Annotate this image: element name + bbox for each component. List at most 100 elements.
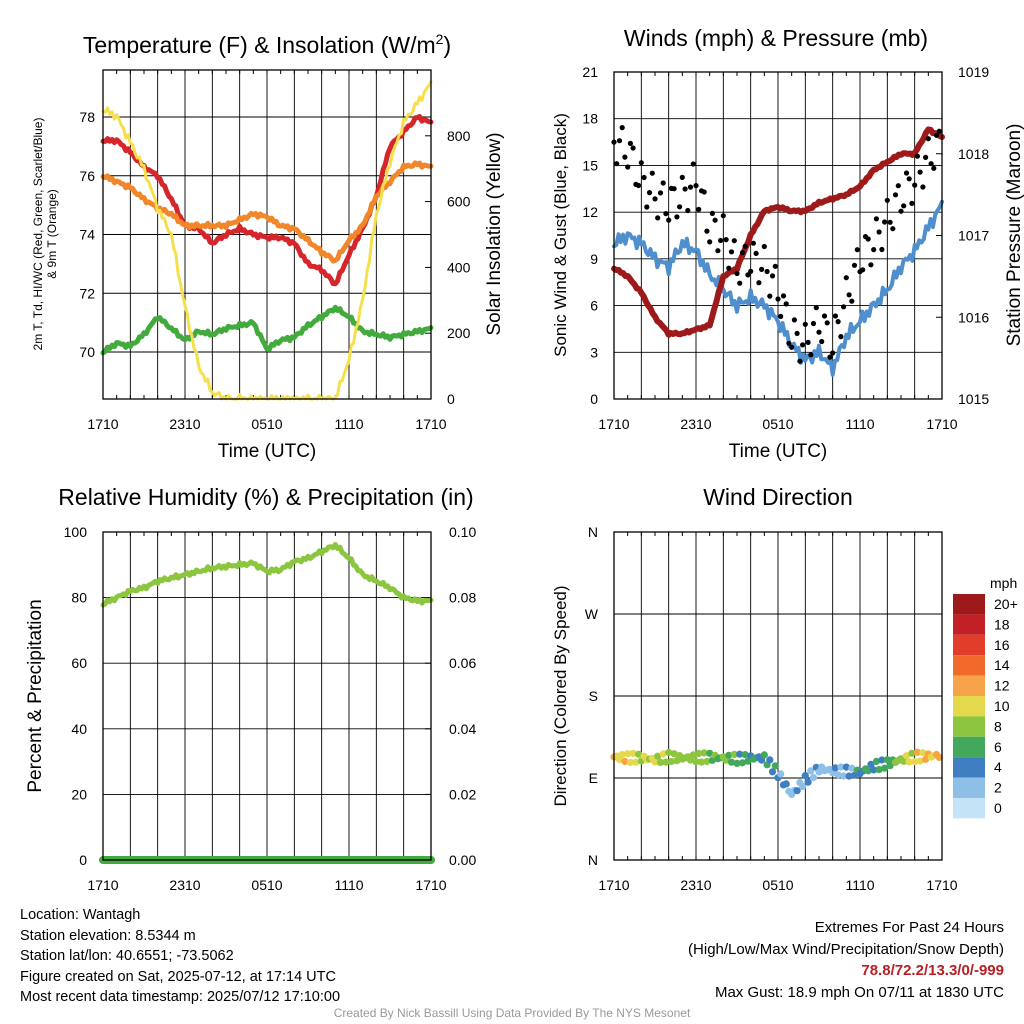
gust-point: [731, 238, 737, 244]
direction-point: [697, 758, 706, 766]
direction-point: [807, 767, 815, 775]
winds-panel: 0 3 6 9 12 15 18 21 1015 1016 1017 1018 1019 1710 2310…: [551, 25, 1024, 462]
gust-point: [813, 305, 819, 311]
direction-point: [799, 782, 807, 791]
gust-point: [764, 268, 770, 275]
direction-point: [635, 750, 643, 758]
gust-point: [619, 125, 625, 131]
gust-point: [723, 237, 729, 243]
direction-point: [654, 752, 662, 760]
y-tick-label: 40: [71, 721, 87, 737]
gust-point: [816, 329, 822, 335]
gust-point: [756, 280, 762, 286]
x-tick-label: 2310: [169, 877, 200, 893]
y2-tick-label: 0.08: [449, 590, 476, 606]
y2-tick-label: 200: [447, 325, 471, 341]
x-tick-label: 1110: [334, 877, 363, 893]
x-tick-label: 0510: [251, 877, 282, 893]
gust-point: [903, 170, 910, 176]
y-axis-label: Sonic Wind & Gust (Blue, Black): [551, 113, 570, 357]
gust-point: [761, 243, 767, 250]
latlon-text: Station lat/lon: 40.6551; -73.5062: [20, 948, 234, 964]
y-tick-label: 0: [79, 852, 87, 868]
direction-point: [665, 748, 673, 757]
direction-point: [902, 752, 911, 760]
gust-point: [783, 301, 789, 307]
direction-point: [916, 757, 924, 765]
gust-point: [928, 161, 934, 167]
legend-swatch: [953, 594, 985, 615]
gust-point: [644, 204, 650, 210]
gust-point: [646, 190, 653, 196]
y2-tick-label: 1016: [958, 309, 989, 325]
legend-label: 8: [994, 718, 1002, 734]
y-tick-label: N: [588, 524, 598, 540]
gust-point: [677, 204, 683, 210]
gust-point: [652, 196, 658, 202]
gust-point: [696, 206, 702, 212]
humidity-panel: 0 20 40 60 80 100 0.00 0.02 0.04 0.06 0.08 0.10 1710…: [25, 484, 476, 893]
legend-swatch: [953, 614, 985, 635]
extremes-values: 78.8/72.2/13.3/0/-999: [861, 962, 1004, 979]
x-tick-label: 0510: [762, 416, 793, 432]
legend-swatch: [953, 716, 985, 737]
direction-point: [695, 749, 703, 758]
direction-point: [900, 757, 908, 765]
gust-point: [679, 174, 685, 180]
direction-point: [878, 756, 886, 764]
direction-point: [872, 757, 881, 766]
gust-point: [759, 266, 765, 272]
chart-title: Winds (mph) & Pressure (mb): [624, 25, 928, 51]
gust-point: [931, 165, 937, 171]
direction-point: [667, 757, 676, 766]
y-tick-label: 70: [79, 344, 95, 360]
x-tick-label: 0510: [762, 877, 793, 893]
direction-point: [848, 764, 856, 772]
y2-tick-label: 1017: [958, 228, 989, 244]
legend-swatch: [953, 736, 985, 758]
gust-point: [616, 138, 623, 144]
gust-point: [873, 216, 880, 222]
legend-label: 0: [994, 800, 1002, 816]
gust-point: [884, 197, 890, 203]
legend-swatch: [953, 675, 985, 696]
extremes-subtitle: (High/Low/Max Wind/Precipitation/Snow De…: [688, 940, 1004, 958]
gust-point: [791, 317, 798, 323]
direction-point: [659, 750, 667, 758]
y-tick-label: 0: [590, 391, 598, 407]
direction-point: [886, 762, 894, 770]
gust-point: [627, 140, 634, 146]
x-tick-label: 0510: [251, 416, 282, 432]
direction-point: [837, 763, 845, 771]
x-tick-label: 2310: [169, 416, 200, 432]
direction-point: [700, 749, 708, 757]
y-tick-label: 72: [79, 285, 95, 301]
y-axis-label: & 9m T (Orange): [45, 189, 59, 279]
direction-point: [738, 759, 747, 767]
direction-point: [760, 751, 768, 759]
gust-point: [827, 354, 833, 360]
gust-point: [923, 154, 929, 160]
gust-point: [906, 176, 912, 182]
direction-point: [864, 767, 872, 775]
direction-point: [883, 756, 891, 764]
direction-point: [870, 766, 878, 774]
direction-point: [834, 771, 842, 779]
gust-point: [753, 250, 759, 256]
gust-point: [901, 203, 907, 209]
station-info: Location: Wantagh Station elevation: 8.5…: [20, 905, 340, 1008]
gust-point: [739, 250, 746, 256]
gust-point: [832, 313, 839, 319]
gust-point: [914, 153, 921, 159]
legend-label: 16: [994, 637, 1010, 653]
y2-tick-label: 600: [447, 194, 471, 210]
gust-point: [750, 240, 757, 246]
elevation-text: Station elevation: 8.5344 m: [20, 927, 196, 944]
gust-point: [655, 215, 661, 221]
gust-point: [772, 263, 778, 269]
gust-point: [887, 219, 893, 225]
gust-point: [674, 214, 680, 220]
gust-point: [693, 183, 699, 189]
plot-frame: [102, 531, 432, 861]
direction-point: [840, 772, 848, 780]
